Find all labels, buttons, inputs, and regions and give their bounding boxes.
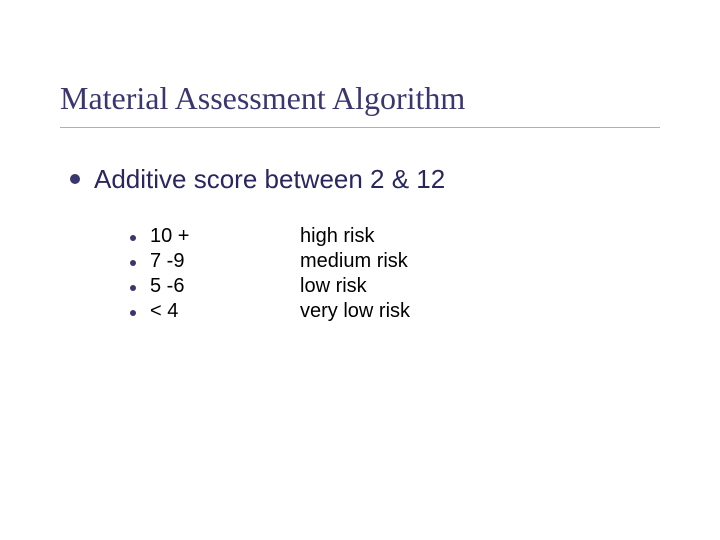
- bullet-dot-icon: [130, 260, 136, 266]
- risk-level: very low risk: [300, 300, 410, 323]
- main-bullet: Additive score between 2 & 12: [70, 164, 660, 195]
- score-range: 5 -6: [150, 275, 300, 298]
- score-range: 10 +: [150, 225, 300, 248]
- slide-title: Material Assessment Algorithm: [60, 80, 660, 117]
- title-underline: [60, 127, 660, 128]
- risk-level: high risk: [300, 225, 374, 248]
- risk-level: medium risk: [300, 250, 408, 273]
- bullet-dot-icon: [130, 235, 136, 241]
- risk-level: low risk: [300, 275, 367, 298]
- list-item: 5 -6 low risk: [130, 275, 660, 298]
- score-range: < 4: [150, 300, 300, 323]
- list-item: 10 + high risk: [130, 225, 660, 248]
- bullet-dot-icon: [130, 310, 136, 316]
- slide: Material Assessment Algorithm Additive s…: [0, 0, 720, 540]
- score-range: 7 -9: [150, 250, 300, 273]
- main-bullet-text: Additive score between 2 & 12: [94, 164, 445, 195]
- bullet-dot-icon: [130, 285, 136, 291]
- bullet-dot-icon: [70, 174, 80, 184]
- list-item: 7 -9 medium risk: [130, 250, 660, 273]
- sub-bullet-list: 10 + high risk 7 -9 medium risk 5 -6 low…: [130, 225, 660, 323]
- list-item: < 4 very low risk: [130, 300, 660, 323]
